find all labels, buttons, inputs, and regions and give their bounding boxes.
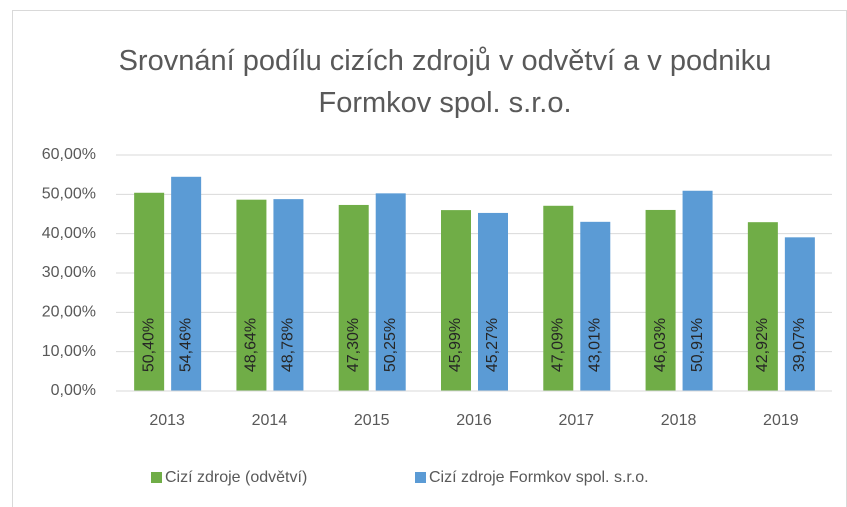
y-tick-label: 50,00% — [42, 186, 96, 203]
bar — [478, 212, 508, 391]
x-tick-label: 2016 — [456, 412, 492, 429]
bar — [784, 237, 815, 391]
bar — [273, 199, 304, 391]
data-label: 45,27% — [484, 318, 501, 372]
y-tick-label: 20,00% — [42, 304, 96, 321]
bar — [441, 210, 471, 391]
bar — [580, 221, 611, 391]
bar — [134, 192, 165, 391]
data-label: 48,78% — [280, 318, 297, 372]
data-label: 50,91% — [689, 318, 706, 372]
y-tick-label: 0,00% — [51, 382, 96, 399]
data-label: 42,92% — [754, 318, 771, 372]
bar — [543, 205, 574, 391]
data-label: 48,64% — [243, 318, 260, 372]
y-tick-label: 60,00% — [42, 146, 96, 163]
bar — [682, 190, 713, 391]
x-tick-label: 2013 — [149, 412, 185, 429]
bar — [645, 209, 676, 391]
y-tick-label: 30,00% — [42, 264, 96, 281]
x-tick-label: 2015 — [354, 412, 390, 429]
data-label: 50,25% — [382, 318, 399, 372]
data-label: 50,40% — [140, 318, 157, 372]
x-tick-label: 2019 — [763, 412, 799, 429]
bar — [747, 222, 778, 391]
data-label: 54,46% — [177, 318, 194, 372]
data-label: 47,30% — [345, 318, 362, 372]
legend-label: Cizí zdroje Formkov spol. s.r.o. — [429, 469, 649, 486]
y-tick-label: 40,00% — [42, 225, 96, 242]
bar — [236, 199, 267, 391]
x-tick-label: 2014 — [252, 412, 288, 429]
x-tick-label: 2018 — [661, 412, 697, 429]
data-label: 46,03% — [652, 318, 669, 372]
data-label: 39,07% — [791, 318, 808, 372]
bar — [375, 193, 406, 391]
data-label: 43,01% — [587, 318, 604, 372]
legend-swatch — [415, 472, 426, 483]
data-label: 45,99% — [447, 318, 464, 372]
x-tick-label: 2017 — [558, 412, 594, 429]
bar — [338, 204, 369, 391]
data-label: 47,09% — [550, 318, 567, 372]
y-tick-label: 10,00% — [42, 343, 96, 360]
legend-label: Cizí zdroje (odvětví) — [165, 469, 307, 486]
chart-title: Srovnání podílu cizích zdrojů v odvětví … — [118, 45, 772, 119]
legend-swatch — [151, 472, 162, 483]
bar — [171, 176, 202, 391]
